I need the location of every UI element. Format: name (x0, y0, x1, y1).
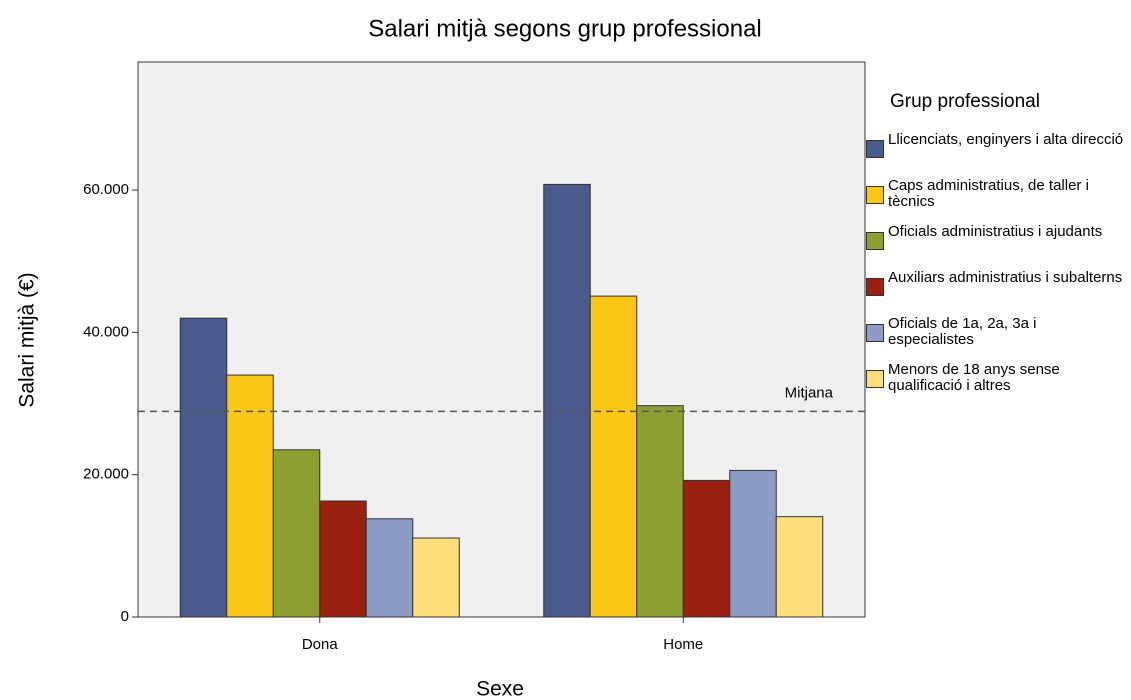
legend-swatch (866, 278, 884, 296)
legend-item: Oficials de 1a, 2a, 3a i especialistes (866, 316, 1128, 348)
bar (226, 374, 274, 618)
legend-label: Auxiliars administratius i subalterns (888, 269, 1123, 286)
y-axis-label: Salari mitjà (€) (16, 272, 39, 407)
legend-title: Grup professional (890, 91, 1040, 112)
y-tick-label: 0 (121, 608, 129, 625)
x-tick-label: Dona (302, 636, 339, 653)
legend-swatch (866, 370, 884, 388)
bar (543, 183, 591, 618)
bar (272, 449, 321, 618)
legend-label: Menors de 18 anys sense qualificació i a… (888, 361, 1060, 394)
y-tick-label: 40.000 (83, 323, 129, 340)
bar (682, 479, 731, 618)
legend-item: Llicenciats, enginyers i alta direcció (866, 132, 1128, 158)
legend-swatch (866, 186, 884, 204)
legend-swatch (866, 140, 884, 158)
bar (636, 405, 684, 618)
legend-swatch (866, 324, 884, 342)
legend-label: Oficials administratius i ajudants (888, 223, 1103, 240)
reference-label: Mitjana (785, 384, 834, 401)
chart-title: Salari mitjà segons grup professional (368, 15, 762, 42)
legend-label: Caps administratius, de taller i tècnics (888, 177, 1089, 210)
legend-item: Oficials administratius i ajudants (866, 224, 1128, 250)
legend-item: Caps administratius, de taller i tècnics (866, 178, 1128, 210)
legend-label: Oficials de 1a, 2a, 3a i especialistes (888, 315, 1037, 348)
bar (775, 516, 824, 618)
legend-item: Auxiliars administratius i subalterns (866, 270, 1128, 296)
bar (319, 500, 367, 618)
legend-label: Llicenciats, enginyers i alta direcció (888, 131, 1124, 148)
bar (589, 295, 638, 618)
x-tick-label: Home (663, 636, 703, 653)
bar (412, 537, 460, 618)
y-tick-label: 20.000 (83, 466, 129, 483)
y-tick-label: 60.000 (83, 181, 129, 198)
bar (729, 469, 777, 618)
legend-swatch (866, 232, 884, 250)
legend-item: Menors de 18 anys sense qualificació i a… (866, 362, 1128, 394)
bar (365, 518, 414, 618)
bar (179, 317, 228, 618)
x-axis-label: Sexe (476, 678, 524, 700)
